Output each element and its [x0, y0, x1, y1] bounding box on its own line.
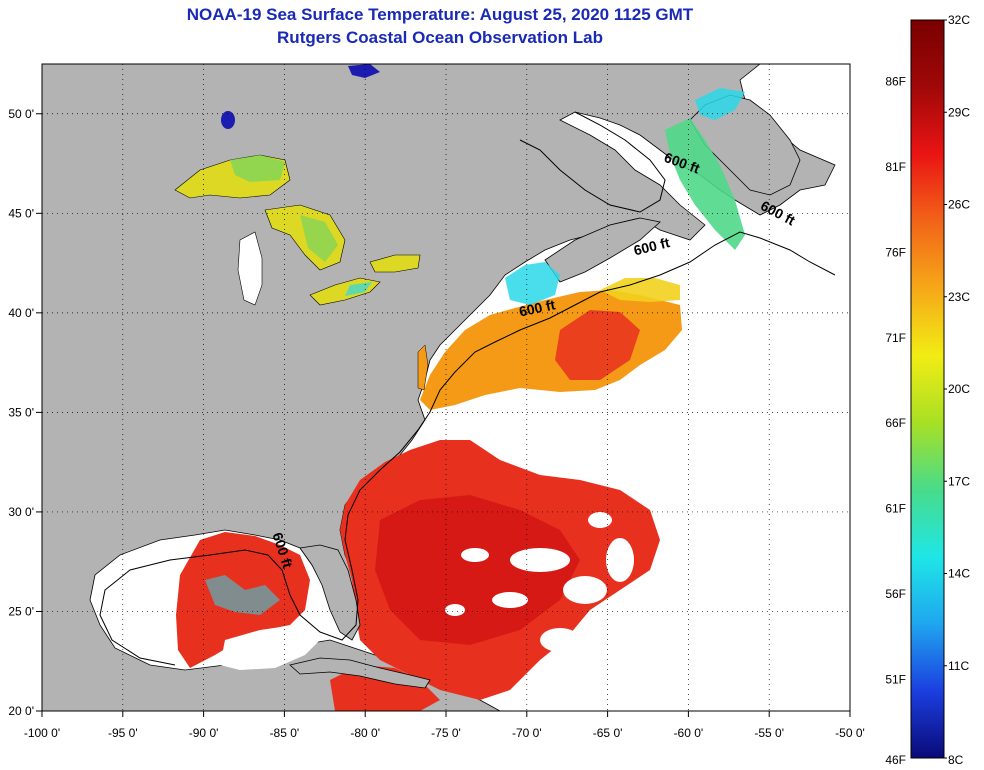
isobath-label: 600 ft: [518, 296, 557, 319]
colorbar-f-label: 61F: [885, 502, 906, 516]
y-tick-label: 30 0': [8, 505, 34, 519]
colorbar-f-label: 56F: [885, 587, 906, 601]
chesapeake-bay: [417, 344, 429, 391]
gulf-st-lawrence-water: [665, 118, 745, 250]
florida-land: [299, 544, 361, 641]
labrador-cold-water: [695, 88, 745, 120]
colorbar-f-label: 71F: [885, 331, 906, 345]
x-tick-label: -100 0': [24, 726, 60, 740]
map-subtitle: Rutgers Coastal Ocean Observation Lab: [277, 28, 603, 47]
y-tick-label: 20 0': [8, 704, 34, 718]
colorbar-gradient: [910, 19, 945, 759]
colorbar-f-label: 46F: [885, 753, 906, 767]
x-tick-label: -90 0': [189, 726, 219, 740]
warm-eddy-patch: [555, 310, 640, 380]
colorbar-celsius-labels: 32C 29C 26C 23C 20C 17C 14C 11C 8C: [944, 13, 970, 767]
x-tick-label: -80 0': [350, 726, 380, 740]
hudson-bay-fragment: [348, 64, 380, 78]
colorbar-c-label: 32C: [948, 13, 970, 27]
x-axis-ticks: -100 0' -95 0' -90 0' -85 0' -80 0' -75 0' -70…: [24, 711, 865, 740]
great-lakes: [174, 64, 421, 306]
cuba-land: [289, 657, 431, 689]
gulf-cool-streaks: [205, 575, 280, 615]
colorbar-c-label: 8C: [948, 753, 964, 767]
gulf-of-maine-cold-water: [505, 262, 560, 305]
nova-scotia-land: [544, 217, 661, 283]
colorbar-c-label: 26C: [948, 198, 970, 212]
colorbar-f-label: 66F: [885, 416, 906, 430]
hot-core-water: [375, 495, 580, 645]
y-axis-ticks: 20 0' 25 0' 30 0' 35 0' 40 0' 45 0' 50 0': [8, 107, 42, 718]
lake-nipigon: [221, 111, 235, 129]
y-tick-label: 50 0': [8, 107, 34, 121]
x-tick-label: -70 0': [512, 726, 542, 740]
y-tick-label: 45 0': [8, 206, 34, 220]
scotian-shelf-water: [600, 278, 680, 302]
x-tick-label: -60 0': [674, 726, 704, 740]
cloud-gaps: [445, 512, 634, 652]
colorbar-f-label: 51F: [885, 672, 906, 686]
map-title: NOAA-19 Sea Surface Temperature: August …: [186, 5, 694, 24]
colorbar-f-label: 81F: [885, 160, 906, 174]
colorbar-c-label: 14C: [948, 567, 970, 581]
x-tick-label: -85 0': [270, 726, 300, 740]
colorbar-f-label: 76F: [885, 245, 906, 259]
colorbar-fahrenheit-labels: 86F 81F 76F 71F 66F 61F 56F 51F 46F: [885, 75, 906, 768]
colorbar-c-label: 20C: [948, 382, 970, 396]
colorbar-c-label: 23C: [948, 290, 970, 304]
y-tick-label: 40 0': [8, 306, 34, 320]
colorbar-c-label: 11C: [948, 659, 969, 673]
colorbar-f-label: 86F: [885, 75, 906, 89]
y-tick-label: 25 0': [8, 604, 34, 618]
x-tick-label: -50 0': [835, 726, 865, 740]
colorbar: 32C 29C 26C 23C 20C 17C 14C 11C 8C 86F 81F 76F 71F 6…: [885, 13, 970, 767]
colorbar-c-label: 17C: [948, 474, 970, 488]
x-tick-label: -55 0': [754, 726, 784, 740]
colorbar-c-label: 29C: [948, 105, 970, 119]
lake-michigan: [237, 231, 263, 306]
y-tick-label: 35 0': [8, 405, 34, 419]
lake-ontario: [369, 254, 421, 273]
x-tick-label: -65 0': [593, 726, 623, 740]
isobath-600ft-line: [99, 231, 836, 666]
gulf-cloud-area: [220, 625, 325, 670]
x-tick-label: -95 0': [108, 726, 138, 740]
x-tick-label: -75 0': [431, 726, 461, 740]
